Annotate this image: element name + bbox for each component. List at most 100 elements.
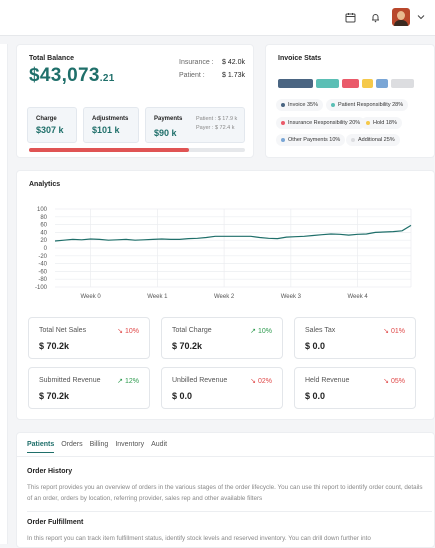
trend-down-change: ↘ 02%: [250, 378, 272, 385]
legend-label: Invoice 35%: [288, 102, 318, 108]
stat-card[interactable]: Unbilled Revenue ↘ 02% $ 0.0: [161, 367, 283, 409]
section-divider: [27, 511, 432, 512]
legend-dot: [366, 121, 370, 125]
x-tick-label: Week 1: [147, 294, 168, 300]
stat-label: Unbilled Revenue: [172, 377, 228, 384]
insurance-value: $ 42.0k: [222, 59, 245, 66]
legend-item: Other Payments 10%: [276, 134, 346, 146]
x-tick-label: Week 4: [347, 294, 368, 300]
legend-label: Hold 18%: [373, 120, 397, 126]
stat-label: Submitted Revenue: [39, 377, 101, 384]
y-tick-label: 100: [37, 207, 48, 213]
y-tick-label: 80: [40, 215, 47, 221]
payments-value: $90 k: [154, 128, 177, 138]
tab-audit[interactable]: Audit: [151, 441, 168, 448]
stat-value: $ 0.0: [172, 391, 193, 401]
stat-card[interactable]: Sales Tax ↘ 01% $ 0.0: [294, 317, 416, 359]
y-tick-label: -20: [38, 254, 47, 260]
y-tick-label: -40: [38, 262, 47, 268]
total-balance-card: Total Balance $43,073.21 Insurance : $ 4…: [16, 44, 254, 158]
trend-down-change: ↘ 05%: [383, 378, 405, 385]
total-balance-label: Total Balance: [29, 55, 74, 62]
invoice-bar-segment: [278, 79, 313, 88]
insurance-label: Insurance :: [179, 59, 214, 66]
stat-value: $ 70.2k: [39, 391, 70, 401]
avatar[interactable]: [392, 8, 410, 26]
invoice-bar-segment: [376, 79, 388, 88]
stat-value: $ 70.2k: [39, 341, 70, 351]
legend-label: Additional 25%: [358, 137, 395, 143]
y-tick-label: 40: [40, 230, 47, 236]
stat-card[interactable]: Total Net Sales ↘ 10% $ 70.2k: [28, 317, 150, 359]
reports-card: Patients Orders Billing Inventory Audit Orde…: [16, 432, 435, 548]
payments-patient: Patient : $ 17.9 k: [196, 116, 238, 122]
x-tick-label: Week 0: [80, 294, 101, 300]
charge-label: Charge: [36, 116, 57, 122]
order-fulfillment-description: In this report you can track item fulfil…: [27, 535, 371, 542]
trend-up-change: ↗ 12%: [117, 378, 139, 385]
legend-item: Additional 25%: [346, 134, 400, 146]
invoice-bar-segment: [390, 79, 414, 88]
invoice-bar-segment: [341, 79, 359, 88]
stat-label: Total Charge: [172, 327, 212, 334]
analytics-title: Analytics: [29, 181, 61, 188]
payments-payer: Payer : $ 72.4 k: [196, 125, 235, 131]
bell-icon[interactable]: [366, 8, 384, 26]
tab-patients[interactable]: Patients: [27, 441, 55, 453]
y-tick-label: 0: [44, 246, 48, 252]
adjustments-tile[interactable]: Adjustments $101 k: [83, 107, 139, 143]
y-tick-label: -80: [38, 277, 47, 283]
stat-label: Total Net Sales: [39, 327, 87, 334]
legend-item: Hold 18%: [361, 117, 402, 129]
chevron-down-icon[interactable]: [412, 8, 430, 26]
legend-item: Insurance Responsibility 20%: [276, 117, 366, 129]
legend-dot: [281, 121, 285, 125]
legend-label: Other Payments 10%: [288, 137, 341, 143]
payments-label: Payments: [154, 116, 183, 122]
legend-item: Invoice 35%: [276, 99, 323, 111]
invoice-bars: [278, 79, 414, 88]
charge-value: $307 k: [36, 125, 64, 135]
stat-label: Sales Tax: [305, 327, 336, 334]
series-line: [54, 224, 412, 242]
trend-up-change: ↗ 10%: [250, 328, 272, 335]
x-tick-label: Week 2: [214, 294, 235, 300]
y-tick-label: 60: [40, 223, 47, 229]
charge-tile[interactable]: Charge $307 k: [27, 107, 77, 143]
y-tick-label: 20: [40, 238, 47, 244]
legend-dot: [281, 103, 285, 107]
invoice-bar-segment: [315, 79, 339, 88]
stat-value: $ 0.0: [305, 391, 326, 401]
adjustments-value: $101 k: [92, 125, 120, 135]
stat-card[interactable]: Total Charge ↗ 10% $ 70.2k: [161, 317, 283, 359]
patient-label: Patient :: [179, 72, 205, 79]
legend-dot: [351, 138, 355, 142]
report-tabs: Patients Orders Billing Inventory Audit: [27, 441, 167, 453]
calendar-icon[interactable]: [341, 8, 359, 26]
order-history-description: This report provides you an overview of …: [27, 484, 423, 502]
legend-item: Patient Responsibility 28%: [326, 99, 409, 111]
tab-inventory[interactable]: Inventory: [115, 441, 145, 448]
x-tick-label: Week 3: [281, 294, 302, 300]
legend-dot: [331, 103, 335, 107]
legend-dot: [281, 138, 285, 142]
tab-orders[interactable]: Orders: [61, 441, 83, 448]
payments-tile[interactable]: Payments $90 k Patient : $ 17.9 k Payer …: [145, 107, 245, 143]
trend-down-change: ↘ 01%: [383, 328, 405, 335]
legend-label: Patient Responsibility 28%: [338, 102, 404, 108]
stat-card[interactable]: Submitted Revenue ↗ 12% $ 70.2k: [28, 367, 150, 409]
stat-card[interactable]: Held Revenue ↘ 05% $ 0.0: [294, 367, 416, 409]
order-fulfillment-title: Order Fulfillment: [27, 519, 84, 526]
order-history-title: Order History: [27, 468, 73, 475]
balance-progress-fill: [29, 148, 189, 152]
invoice-stats-title: Invoice Stats: [278, 55, 322, 62]
invoice-bar-segment: [361, 79, 374, 88]
tab-billing[interactable]: Billing: [89, 441, 109, 448]
stat-value: $ 70.2k: [172, 341, 203, 351]
analytics-card: Analytics 100 80 60 40 20 0 -20 -40 -60 -80 -100 We…: [16, 170, 435, 420]
patient-value: $ 1.73k: [222, 72, 245, 79]
stat-value: $ 0.0: [305, 341, 326, 351]
y-tick-label: -60: [38, 269, 47, 275]
tabs-divider: [17, 456, 434, 457]
